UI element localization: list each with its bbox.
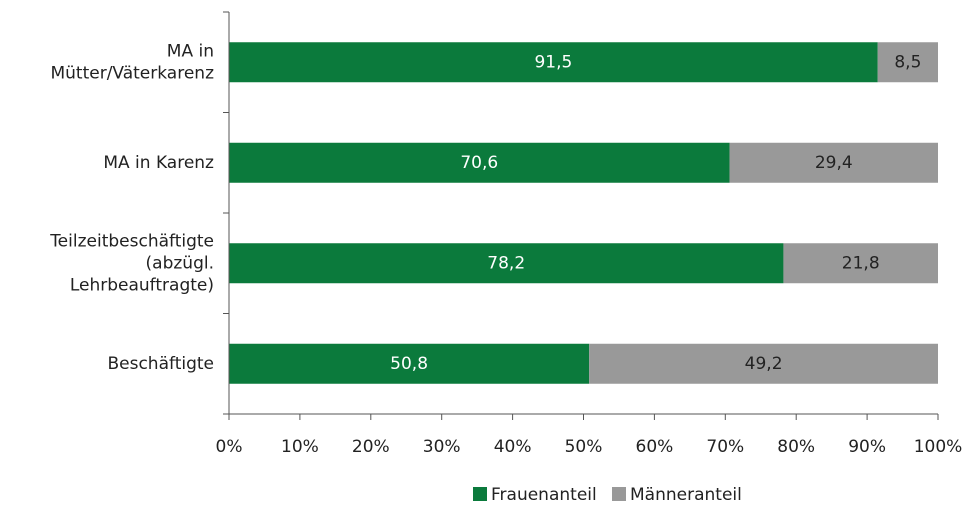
bar-segment	[229, 42, 878, 83]
legend-label: Männeranteil	[630, 485, 742, 505]
x-tick-label: 40%	[494, 437, 532, 457]
value-label: 78,2	[487, 253, 525, 273]
x-tick-label: 70%	[706, 437, 744, 457]
category-label: Teilzeitbeschäftigte (abzügl. Lehrbeauftra…	[49, 231, 214, 295]
bar-segment	[229, 243, 784, 284]
category-label: MA in Karenz	[103, 153, 214, 173]
bar-segment	[589, 343, 938, 384]
legend-swatch	[612, 487, 626, 501]
x-tick-label: 100%	[914, 437, 963, 457]
value-label: 50,8	[390, 354, 428, 374]
value-label: 49,2	[745, 354, 783, 374]
value-label: 91,5	[534, 52, 572, 72]
x-tick-label: 30%	[423, 437, 461, 457]
x-tick-label: 20%	[352, 437, 390, 457]
x-tick-label: 60%	[636, 437, 674, 457]
value-label: 29,4	[815, 153, 853, 173]
legend-swatch	[473, 487, 487, 501]
bar-segment	[729, 142, 938, 183]
value-label: 21,8	[842, 253, 880, 273]
category-label: Beschäftigte	[107, 354, 214, 374]
bar-segment	[877, 42, 938, 83]
bar-segment	[229, 343, 590, 384]
x-tick-label: 50%	[565, 437, 603, 457]
x-tick-label: 10%	[281, 437, 319, 457]
category-label: MA in Mütter/Väterkarenz	[50, 41, 214, 83]
bar-segment	[783, 243, 938, 284]
value-label: 70,6	[460, 153, 498, 173]
x-tick-label: 80%	[777, 437, 815, 457]
bar-segment	[229, 142, 730, 183]
legend-label: Frauenanteil	[491, 485, 597, 505]
x-tick-label: 0%	[216, 437, 243, 457]
value-label: 8,5	[894, 52, 921, 72]
x-tick-label: 90%	[848, 437, 886, 457]
